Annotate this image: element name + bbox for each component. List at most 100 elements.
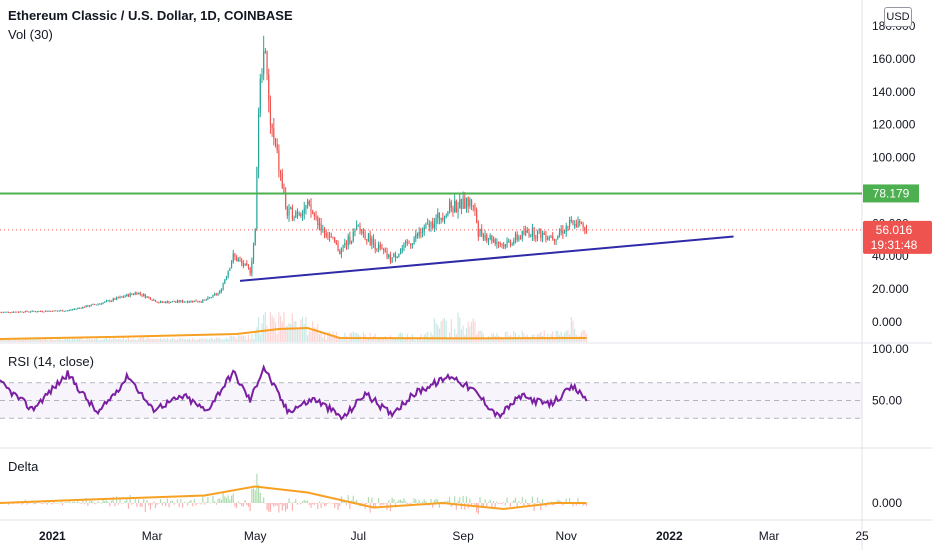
delta-bar — [263, 497, 265, 503]
candle-body — [582, 223, 584, 228]
delta-bar — [384, 503, 386, 504]
delta-bar — [279, 503, 282, 505]
delta-bar — [501, 503, 503, 505]
candle-body — [129, 293, 131, 297]
delta-bar — [449, 496, 451, 503]
candle-body — [388, 254, 390, 258]
delta-bar — [565, 498, 567, 503]
candle-body — [256, 166, 258, 230]
volume-bar — [141, 337, 143, 342]
candle-body — [119, 296, 121, 298]
candle-body — [19, 311, 21, 313]
volume-bar — [132, 339, 135, 342]
candle-body — [116, 297, 118, 300]
rsi-tick-label: 50.00 — [872, 394, 902, 408]
volume-bar — [159, 338, 162, 342]
delta-bar — [356, 499, 358, 503]
delta-bar — [225, 498, 228, 503]
candle-body — [295, 211, 297, 218]
candle-body — [12, 311, 15, 313]
currency-button[interactable]: USD — [884, 7, 912, 27]
volume-bar — [521, 330, 523, 342]
volume-bar — [14, 339, 16, 342]
volume-bar — [339, 337, 341, 342]
delta-bar — [117, 503, 119, 505]
candle-body — [165, 301, 167, 303]
volume-bar — [519, 338, 522, 342]
volume-bar — [195, 339, 197, 342]
volume-bar — [6, 339, 8, 342]
delta-bar — [569, 498, 571, 503]
delta-bar — [347, 495, 349, 503]
delta-bar — [80, 503, 82, 505]
delta-bar — [474, 503, 476, 506]
rsi-indicator-label[interactable]: RSI (14, close) — [8, 354, 94, 369]
candle-body — [237, 259, 239, 262]
candle-body — [428, 223, 430, 228]
candle-body — [509, 240, 512, 245]
candle-body — [100, 303, 103, 305]
candle-body — [504, 244, 506, 247]
candle-body — [301, 213, 304, 217]
delta-bar — [288, 498, 290, 503]
time-axis-label: May — [244, 529, 267, 543]
candle-body — [234, 253, 236, 257]
volume-bar — [7, 338, 10, 342]
candle-body — [78, 307, 81, 309]
candle-body — [344, 242, 346, 246]
delta-bar — [161, 503, 163, 506]
candle-body — [405, 241, 407, 244]
candle-body — [117, 297, 119, 299]
volume-bar — [574, 328, 576, 342]
delta-bar — [163, 501, 165, 503]
delta-tick-label: 0.000 — [872, 496, 902, 510]
delta-bar — [77, 501, 79, 503]
delta-bar — [455, 503, 457, 510]
delta-bar — [393, 499, 395, 503]
candle-body — [425, 223, 427, 227]
candle-body — [67, 310, 69, 312]
delta-bar — [330, 503, 332, 504]
candle-body — [501, 244, 503, 246]
volume-bar — [163, 338, 165, 342]
volume-bar — [313, 327, 315, 342]
volume-bar — [545, 338, 547, 342]
candle-body — [207, 297, 209, 300]
delta-bar — [187, 503, 189, 506]
candle-body — [352, 231, 354, 241]
delta-bar — [87, 503, 89, 506]
volume-bar — [283, 312, 285, 342]
candle-body — [438, 212, 441, 220]
volume-bar — [376, 337, 378, 342]
candle-body — [492, 239, 495, 242]
delta-bar — [51, 503, 53, 505]
candle-body — [555, 239, 557, 241]
volume-bar — [285, 326, 287, 342]
delta-bar — [465, 496, 468, 503]
delta-bar — [153, 501, 155, 503]
volume-bar — [129, 339, 131, 342]
candle-body — [330, 236, 332, 238]
volume-bar — [95, 338, 97, 342]
candle-body — [138, 292, 140, 295]
volume-bar — [202, 338, 204, 342]
volume-bar — [68, 339, 70, 342]
delta-bar — [498, 503, 500, 505]
volume-bar — [102, 339, 104, 342]
candle-body — [303, 208, 305, 214]
delta-indicator-label[interactable]: Delta — [8, 459, 39, 474]
volume-bar — [301, 316, 304, 342]
volume-bar — [127, 337, 130, 342]
volume-bar — [77, 338, 79, 342]
candle-body — [236, 256, 238, 262]
rsi-line — [0, 363, 588, 421]
candle-body — [212, 294, 214, 298]
candle-body — [14, 311, 16, 313]
volume-indicator-label[interactable]: Vol (30) — [8, 27, 53, 42]
candle-body — [105, 300, 108, 302]
volume-bar — [1, 339, 3, 342]
candle-body — [585, 229, 588, 233]
volume-bar — [94, 339, 96, 342]
candle-body — [452, 208, 454, 212]
